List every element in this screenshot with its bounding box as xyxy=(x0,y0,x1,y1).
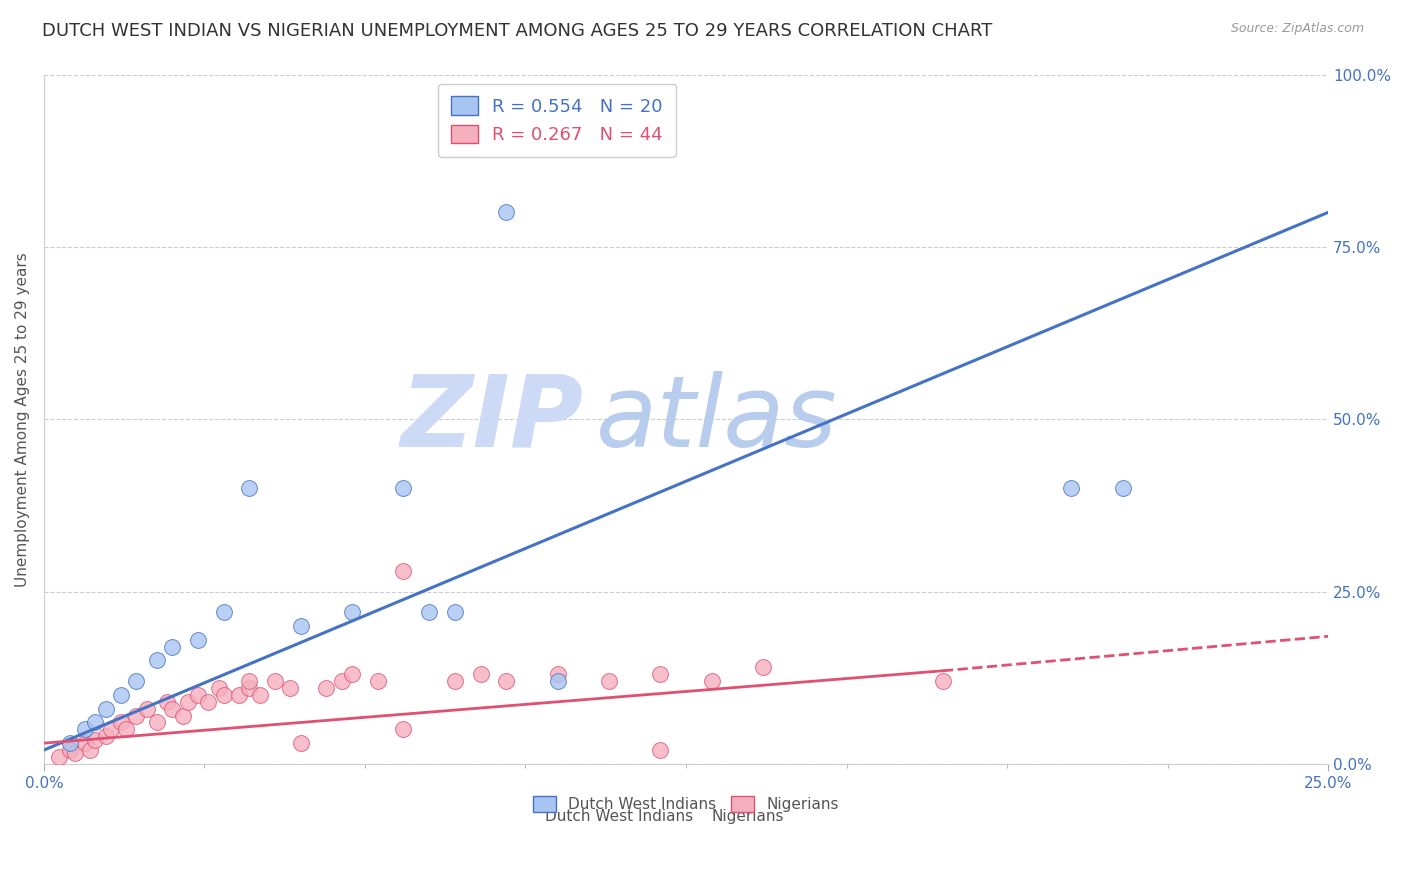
Point xyxy=(115,723,138,737)
Point xyxy=(650,743,672,757)
Text: ZIP: ZIP xyxy=(401,371,583,467)
Point xyxy=(125,674,148,689)
Point xyxy=(197,695,219,709)
Point xyxy=(598,674,620,689)
Point xyxy=(315,681,337,695)
Point xyxy=(444,674,467,689)
Text: Dutch West Indians: Dutch West Indians xyxy=(544,809,693,823)
Point xyxy=(187,688,209,702)
Point xyxy=(330,674,353,689)
Point xyxy=(238,481,260,495)
Point xyxy=(212,688,235,702)
Point xyxy=(290,619,312,633)
Point xyxy=(280,681,302,695)
Point xyxy=(264,674,287,689)
Point xyxy=(125,708,148,723)
Point xyxy=(187,632,209,647)
Point xyxy=(444,605,467,619)
Point xyxy=(340,605,363,619)
Point xyxy=(58,743,80,757)
Point xyxy=(63,747,86,761)
Point xyxy=(135,701,157,715)
Point xyxy=(932,674,955,689)
Point xyxy=(470,667,492,681)
Point xyxy=(146,715,169,730)
Point xyxy=(79,743,101,757)
Point xyxy=(290,736,312,750)
Point xyxy=(100,723,122,737)
Point xyxy=(495,205,517,219)
Point xyxy=(495,674,517,689)
Point xyxy=(650,667,672,681)
Text: Source: ZipAtlas.com: Source: ZipAtlas.com xyxy=(1230,22,1364,36)
Point xyxy=(392,564,415,578)
Point xyxy=(172,708,194,723)
Point xyxy=(94,729,117,743)
Point xyxy=(228,688,250,702)
Point xyxy=(146,653,169,667)
Point xyxy=(110,715,132,730)
Point xyxy=(752,660,775,674)
Legend: Dutch West Indians, Nigerians: Dutch West Indians, Nigerians xyxy=(527,790,845,818)
Point xyxy=(58,736,80,750)
Text: atlas: atlas xyxy=(596,371,838,467)
Point xyxy=(367,674,389,689)
Point xyxy=(238,674,260,689)
Point xyxy=(340,667,363,681)
Point xyxy=(84,732,107,747)
Point xyxy=(73,736,96,750)
Point xyxy=(48,750,70,764)
Point xyxy=(84,715,107,730)
Point xyxy=(547,674,569,689)
Point xyxy=(207,681,229,695)
Text: DUTCH WEST INDIAN VS NIGERIAN UNEMPLOYMENT AMONG AGES 25 TO 29 YEARS CORRELATION: DUTCH WEST INDIAN VS NIGERIAN UNEMPLOYME… xyxy=(42,22,993,40)
Point xyxy=(1060,481,1083,495)
Point xyxy=(547,667,569,681)
Point xyxy=(73,723,96,737)
Point xyxy=(162,640,184,654)
Text: Nigerians: Nigerians xyxy=(711,809,785,823)
Point xyxy=(700,674,723,689)
Point xyxy=(249,688,271,702)
Point xyxy=(212,605,235,619)
Point xyxy=(94,701,117,715)
Point xyxy=(1111,481,1133,495)
Point xyxy=(110,688,132,702)
Point xyxy=(238,681,260,695)
Point xyxy=(418,605,440,619)
Point xyxy=(392,481,415,495)
Point xyxy=(177,695,200,709)
Point xyxy=(392,723,415,737)
Y-axis label: Unemployment Among Ages 25 to 29 years: Unemployment Among Ages 25 to 29 years xyxy=(15,252,30,587)
Point xyxy=(156,695,179,709)
Point xyxy=(162,701,184,715)
